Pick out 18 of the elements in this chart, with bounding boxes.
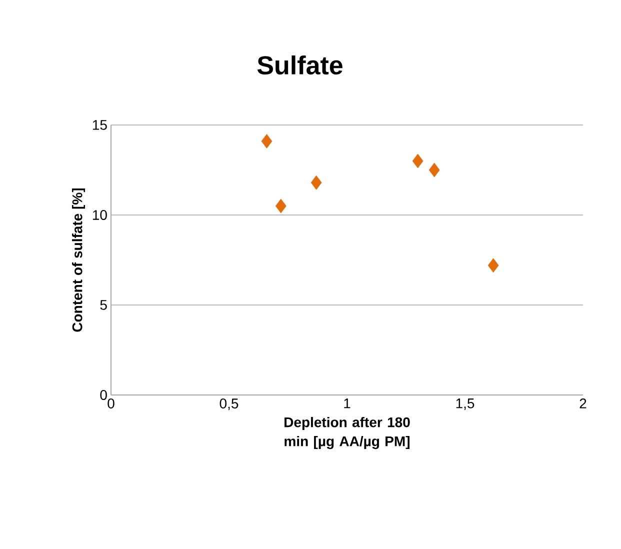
y-tick-label: 5 <box>100 300 107 310</box>
x-tick-label: 1,5 <box>456 398 474 410</box>
x-tick-label: 0 <box>108 398 114 408</box>
point <box>310 175 322 190</box>
y-tick-label: 0 <box>100 390 107 400</box>
x-axis-title: Depletion after 180 min [µg AA/µg PM] <box>284 416 410 450</box>
point <box>261 134 272 148</box>
y-tick-label: 15 <box>92 120 107 130</box>
point <box>412 154 424 168</box>
point <box>428 162 440 178</box>
x-tick-label: 2 <box>580 398 586 408</box>
y-axis-title: Content of sulfate [%] <box>72 188 86 332</box>
point <box>275 198 286 214</box>
point <box>488 258 499 273</box>
y-tick-label: 10 <box>92 210 107 220</box>
chart-title: Sulfate <box>257 55 342 75</box>
x-tick-label: 1 <box>344 398 350 408</box>
x-tick-label: 0,5 <box>220 398 238 410</box>
